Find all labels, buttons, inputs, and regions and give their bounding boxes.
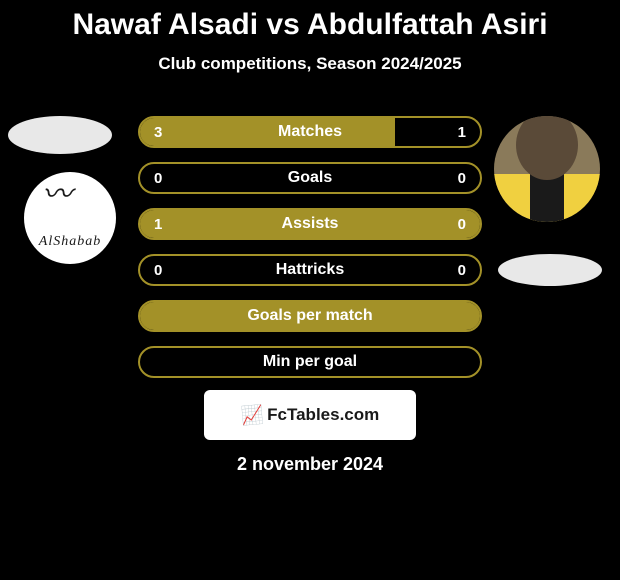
club-right-badge-placeholder: [498, 254, 602, 286]
player-right-avatar: [494, 116, 600, 222]
date-label: 2 november 2024: [0, 454, 620, 475]
stats-bars: 3 Matches 1 0 Goals 0 1 Assists 0 0 Hattricks 0 Goal…: [138, 116, 482, 392]
stat-value-left: 3: [154, 124, 162, 141]
comparison-card: Nawaf Alsadi vs Abdulfattah Asiri Club c…: [0, 0, 620, 580]
stat-value-left: 0: [154, 262, 162, 279]
stat-value-left: 1: [154, 216, 162, 233]
stat-label: Min per goal: [263, 353, 357, 371]
stat-label: Goals: [288, 169, 332, 187]
club-left-label: AlShabab: [24, 234, 116, 250]
player-right-stripe: [530, 174, 564, 222]
stat-value-left: 0: [154, 170, 162, 187]
stat-row: 1 Assists 0: [138, 208, 482, 240]
stat-label: Hattricks: [276, 261, 344, 279]
stat-value-right: 1: [458, 124, 466, 141]
stat-row: Goals per match: [138, 300, 482, 332]
stat-row: Min per goal: [138, 346, 482, 378]
stat-value-right: 0: [458, 262, 466, 279]
watermark: 📈 FcTables.com: [204, 390, 416, 440]
stat-row: 0 Hattricks 0: [138, 254, 482, 286]
stat-label: Matches: [278, 123, 342, 141]
club-swirl-icon: 〰: [42, 180, 98, 220]
chart-icon: 📈: [240, 404, 264, 427]
watermark-text: FcTables.com: [267, 405, 379, 425]
stat-value-right: 0: [458, 170, 466, 187]
stat-value-right: 0: [458, 216, 466, 233]
page-title: Nawaf Alsadi vs Abdulfattah Asiri: [0, 8, 620, 42]
stat-label: Assists: [282, 215, 339, 233]
stat-fill: [140, 118, 395, 146]
subtitle: Club competitions, Season 2024/2025: [0, 54, 620, 74]
stat-row: 3 Matches 1: [138, 116, 482, 148]
player-left-avatar-placeholder: [8, 116, 112, 154]
stat-label: Goals per match: [247, 307, 372, 325]
club-left-badge: 〰 AlShabab: [24, 172, 116, 264]
player-right-head: [516, 116, 578, 180]
main-area: 〰 AlShabab 3 Matches 1 0 Goals 0 1 Assists 0 0 Hat…: [0, 102, 620, 382]
stat-row: 0 Goals 0: [138, 162, 482, 194]
